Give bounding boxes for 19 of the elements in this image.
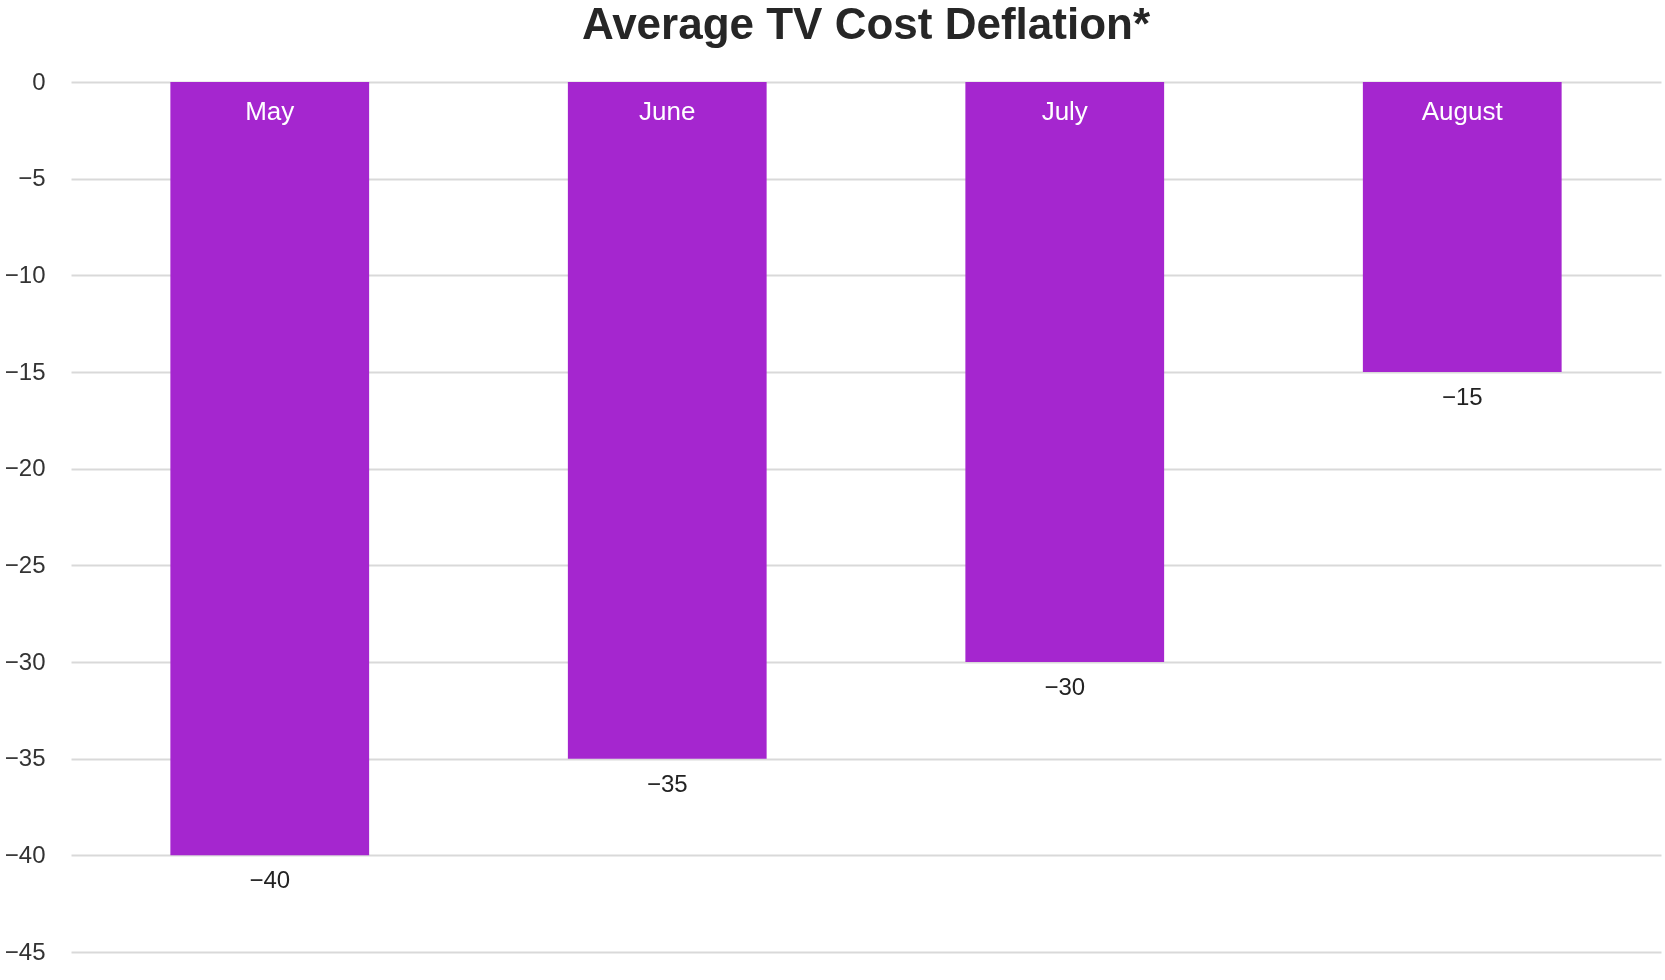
x-tick-label: July	[1041, 95, 1088, 126]
x-tick-label: August	[1421, 95, 1504, 126]
y-tick-label: −30	[4, 647, 46, 675]
data-label: −15	[1441, 383, 1483, 410]
data-label: −30	[1044, 673, 1086, 700]
chart-title: Average TV Cost Deflation*	[581, 0, 1151, 48]
data-label: −40	[249, 866, 291, 894]
y-tick-label: −10	[4, 260, 46, 288]
y-tick-label: −25	[4, 550, 46, 578]
y-tick-label: −15	[4, 357, 46, 385]
y-tick-label: −20	[4, 454, 46, 482]
y-tick-label: −40	[4, 840, 46, 868]
y-tick-label: −45	[4, 937, 46, 965]
x-tick-label: June	[639, 95, 696, 126]
y-tick-label: −35	[4, 744, 46, 772]
data-label: −35	[646, 769, 688, 797]
y-tick-label: −5	[18, 164, 46, 192]
y-tick-label: 0	[32, 67, 46, 95]
x-tick-label: May	[245, 95, 295, 126]
